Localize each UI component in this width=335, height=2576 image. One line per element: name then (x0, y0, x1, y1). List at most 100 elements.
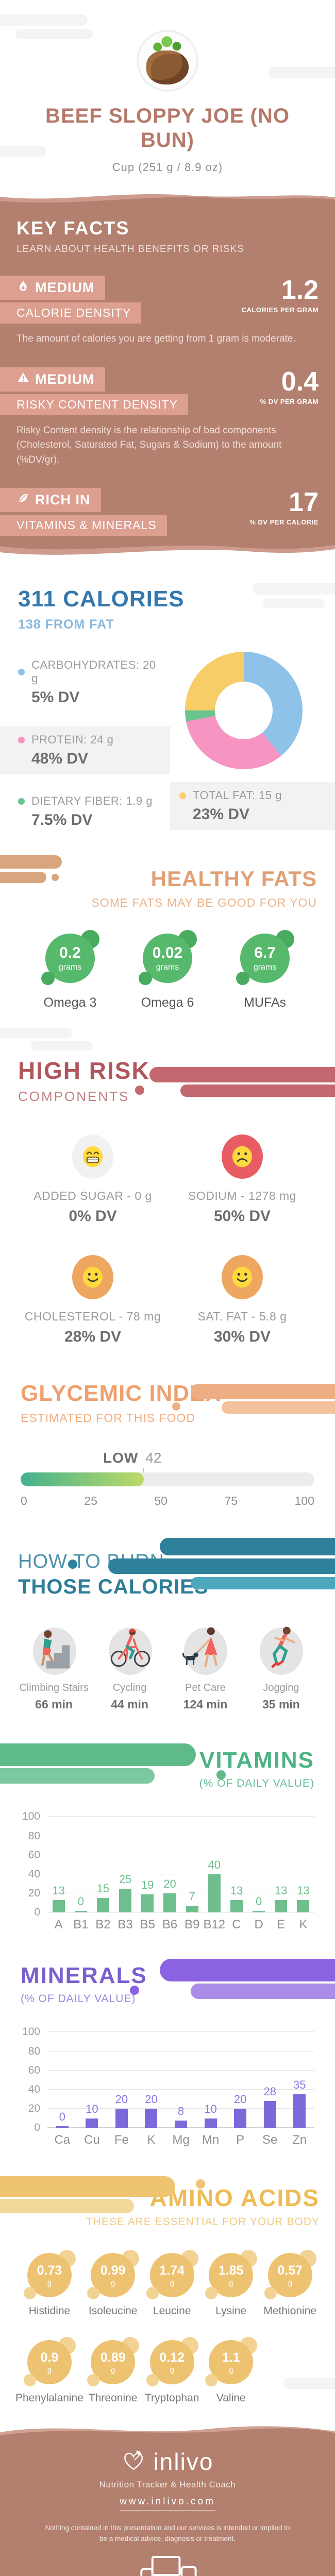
bar-value-label: 13 (230, 1884, 243, 1897)
minerals-subtitle: (% OF DAILY VALUE) (21, 1993, 136, 2005)
x-axis-label: B3 (118, 1918, 133, 1932)
wave-divider (0, 2426, 335, 2441)
serving-size: Cup (251 g / 8.9 oz) (112, 161, 223, 174)
glycemic-gauge: LOW 42 0 25 50 75 100 (21, 1450, 314, 1508)
minerals-bar-chart: 0 20 40 60 80 100 0 10 20 20 8 10 20 28 35 Ca Cu Fe K Mg Mn P… (21, 2026, 314, 2147)
x-axis-label: B2 (95, 1918, 111, 1932)
decorative-blob (0, 855, 62, 869)
bar-column: 7 (181, 1890, 203, 1913)
wave-divider (0, 539, 335, 563)
bar-value-label: 20 (115, 2093, 128, 2106)
website-link[interactable]: www.inlivo.com (120, 2496, 215, 2511)
decorative-blob (0, 2176, 175, 2197)
amino-amount-blob: 1.1 g (209, 2340, 254, 2385)
fact-value: 17 (289, 487, 319, 518)
activity-item: Cycling 44 min (94, 1622, 165, 1711)
y-axis-tick: 40 (28, 2083, 40, 2095)
decorative-blob (135, 1086, 144, 1095)
risk-label: ADDED SUGAR - 0 g (34, 1189, 152, 1203)
fat-amount-blob: 6.7 grams (240, 934, 290, 984)
decorative-blob (149, 1067, 335, 1083)
high-risk-title: HIGH RISK (18, 1057, 150, 1084)
risk-dv: 50% DV (213, 1208, 271, 1225)
bar (96, 1898, 109, 1913)
bar (297, 1900, 310, 1913)
total-fat-slot: TOTAL FAT: 15 g 23% DV (170, 769, 335, 831)
x-axis-label: C (232, 1918, 241, 1932)
macro-legend: CARBOHYDRATES: 20 g 5% DV PROTEIN: 24 g 48%… (0, 652, 170, 836)
amino-name: Isoleucine (88, 2305, 138, 2317)
bar (253, 1911, 265, 1913)
key-fact: RICH IN VITAMINS & MINERALS 17% DV PER CAL… (0, 487, 319, 536)
amino-grams: 0.57 (277, 2263, 303, 2278)
decorative-blob (268, 67, 335, 78)
runner-icon (257, 1622, 305, 1675)
bar-column: 20 (137, 2093, 166, 2128)
amino-name: Leucine (153, 2305, 191, 2317)
bar (230, 1900, 243, 1913)
key-facts-subtitle: LEARN ABOUT HEALTH BENEFITS OR RISKS (16, 244, 244, 255)
amino-name: Tryptophan (144, 2392, 199, 2404)
amino-grams: 0.9 (40, 2350, 59, 2365)
garnish-art (152, 36, 183, 54)
hero-section: BEEF SLOPPY JOE (NO BUN) Cup (251 g / 8.… (0, 0, 335, 188)
healthy-fats-list: 0.2 grams Omega 3 0.02 grams Omega 6 6.7 grams M… (18, 930, 317, 1010)
fat-amount-blob: 0.02 grams (143, 934, 192, 984)
fact-level: MEDIUM (35, 280, 95, 296)
amino-acid-item: 1.74 g Leucine (146, 2250, 198, 2317)
amino-unit: g (288, 2278, 292, 2287)
wave-divider (0, 194, 335, 210)
decorative-blob (160, 1959, 335, 1982)
glycemic-title: GLYCEMIC INDEX (21, 1381, 221, 1406)
decorative-blob (191, 1384, 335, 1400)
bar (115, 2109, 128, 2128)
brand-name: inlivo (153, 2448, 214, 2476)
x-axis-label: D (254, 1918, 263, 1932)
macro-breakdown: CARBOHYDRATES: 20 g 5% DV PROTEIN: 24 g 48%… (0, 652, 335, 836)
activity-name: Jogging (263, 1682, 299, 1694)
fact-description: Risky Content density is the relationshi… (16, 425, 282, 465)
high-risk-subtitle: COMPONENTS (18, 1089, 130, 1105)
decorative-blob (52, 874, 59, 882)
x-axis-label: K (299, 1918, 308, 1932)
amino-unit: g (47, 2278, 52, 2287)
glycemic-tick-label: 25 (84, 1494, 97, 1508)
x-axis-label: A (54, 1918, 63, 1932)
amino-acids-list: 0.73 g Histidine 0.99 g Isoleucine 1.74 g Leucin… (15, 2250, 320, 2404)
x-axis-label: Se (262, 2133, 278, 2147)
decorative-blob (180, 1084, 335, 1097)
amino-grams: 0.12 (159, 2350, 185, 2365)
fact-value: 0.4 (281, 366, 319, 397)
gridline (47, 2031, 314, 2032)
macro-dv: 23% DV (193, 806, 250, 823)
calories-title: 311 CALORIES (18, 586, 185, 612)
x-axis-labels: Ca Cu Fe K Mg Mn P Se Zn (47, 2133, 314, 2147)
decorative-blob (160, 1538, 335, 1556)
leaf-icon (16, 492, 30, 509)
bar (163, 1893, 176, 1913)
activity-minutes: 66 min (35, 1698, 73, 1711)
decorative-blob (31, 1041, 93, 1051)
fat-grams: 0.2 (59, 944, 81, 962)
activity-name: Cycling (112, 1682, 147, 1694)
amino-grams: 0.73 (37, 2263, 62, 2278)
bar (208, 1874, 221, 1913)
decorative-blob (68, 1560, 77, 1569)
bar-column: 0 (47, 2110, 77, 2128)
bar-value-label: 7 (189, 1890, 195, 1903)
amino-acid-item: 1.85 g Lysine (205, 2250, 258, 2317)
x-axis-label: B6 (162, 1918, 178, 1932)
bar-column: 25 (114, 1873, 137, 1913)
key-fact: MEDIUM CALORIE DENSITY 1.2 CALORIES PER GRA… (0, 276, 319, 347)
glycemic-subtitle: ESTIMATED FOR THIS FOOD (21, 1411, 196, 1425)
amino-amount-blob: 0.99 g (91, 2253, 136, 2298)
amino-acid-item: 0.99 g Isoleucine (87, 2250, 140, 2317)
fat-unit: grams (253, 963, 277, 972)
bar (275, 1900, 288, 1913)
bar-value-label: 35 (293, 2078, 306, 2092)
minerals-section: MINERALS (% OF DAILY VALUE) 0 20 40 60 80 100… (0, 1940, 335, 2156)
bars-layer: 0 10 20 20 8 10 20 28 35 (47, 2032, 314, 2128)
activity-minutes: 44 min (111, 1698, 148, 1711)
decorative-blob (0, 872, 46, 884)
